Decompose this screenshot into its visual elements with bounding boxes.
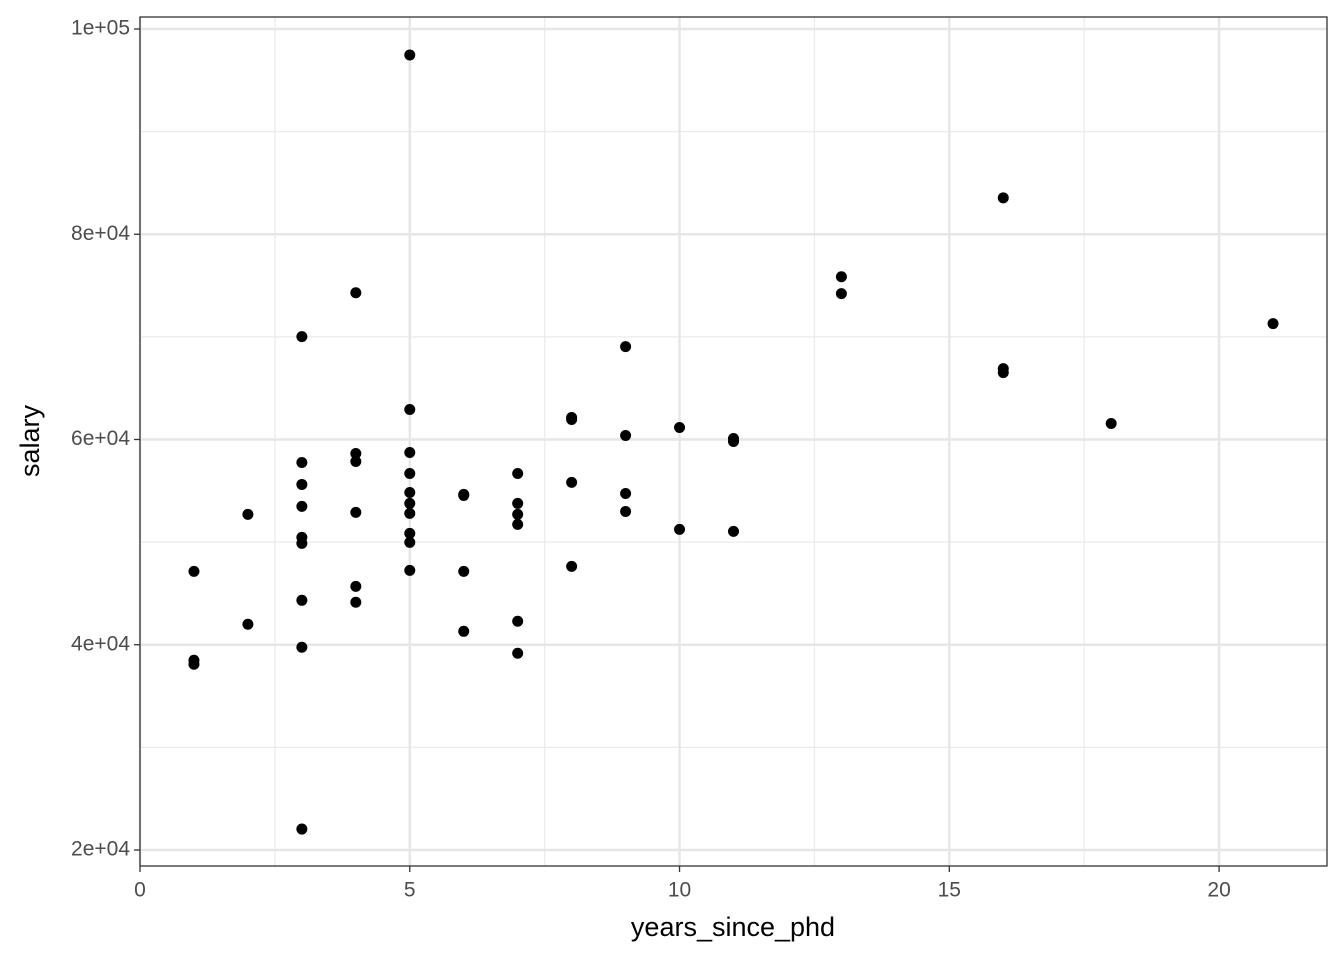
point xyxy=(566,476,578,488)
point xyxy=(835,271,847,283)
point xyxy=(458,625,470,637)
point xyxy=(512,497,524,509)
point xyxy=(620,487,632,499)
point xyxy=(458,489,470,501)
point xyxy=(620,505,632,517)
point xyxy=(728,525,739,537)
point xyxy=(404,507,416,519)
point xyxy=(997,367,1009,379)
point xyxy=(674,421,686,433)
point xyxy=(512,647,524,659)
point xyxy=(566,560,578,572)
point xyxy=(296,331,308,343)
point xyxy=(404,536,416,548)
x-tick-label: 5 xyxy=(404,879,416,902)
point xyxy=(512,467,524,479)
point xyxy=(404,467,416,479)
point xyxy=(512,508,524,520)
x-tick-label: 0 xyxy=(134,879,146,902)
point xyxy=(242,508,254,520)
x-tick-label: 10 xyxy=(668,879,691,902)
point xyxy=(404,564,416,576)
point xyxy=(296,478,308,490)
y-tick-label: 2e+04 xyxy=(71,838,130,861)
point xyxy=(296,537,308,549)
point xyxy=(512,518,524,530)
point xyxy=(1267,318,1279,330)
y-tick-label: 6e+04 xyxy=(71,427,130,450)
x-axis-title: years_since_phd xyxy=(631,912,835,942)
x-tick-label: 15 xyxy=(938,879,961,902)
point xyxy=(674,523,686,535)
point xyxy=(620,341,632,353)
y-tick-label: 4e+04 xyxy=(71,632,130,655)
point xyxy=(404,486,416,498)
point xyxy=(296,500,308,512)
y-axis-title: salary xyxy=(15,404,45,477)
point xyxy=(404,49,416,61)
point xyxy=(404,497,416,509)
point xyxy=(350,580,362,592)
point xyxy=(296,456,308,468)
panel-border xyxy=(139,16,1328,867)
point xyxy=(296,641,308,653)
point xyxy=(1105,417,1117,429)
point xyxy=(512,615,524,627)
point xyxy=(566,413,578,425)
y-tick-label: 1e+05 xyxy=(71,17,130,40)
point xyxy=(997,192,1009,204)
point xyxy=(350,506,362,518)
point xyxy=(620,429,632,441)
point xyxy=(350,596,362,608)
point xyxy=(188,565,200,577)
point xyxy=(350,455,362,467)
point xyxy=(404,527,416,539)
point xyxy=(188,658,200,670)
point xyxy=(404,447,416,459)
point xyxy=(835,288,847,300)
point xyxy=(350,287,362,299)
points xyxy=(188,49,1279,835)
point xyxy=(242,618,254,630)
point xyxy=(404,404,416,416)
point xyxy=(296,594,308,606)
point xyxy=(728,435,739,447)
x-tick-label: 20 xyxy=(1207,879,1230,902)
point xyxy=(350,447,362,459)
y-tick-label: 8e+04 xyxy=(71,222,130,245)
point xyxy=(458,565,470,577)
point xyxy=(296,823,308,835)
